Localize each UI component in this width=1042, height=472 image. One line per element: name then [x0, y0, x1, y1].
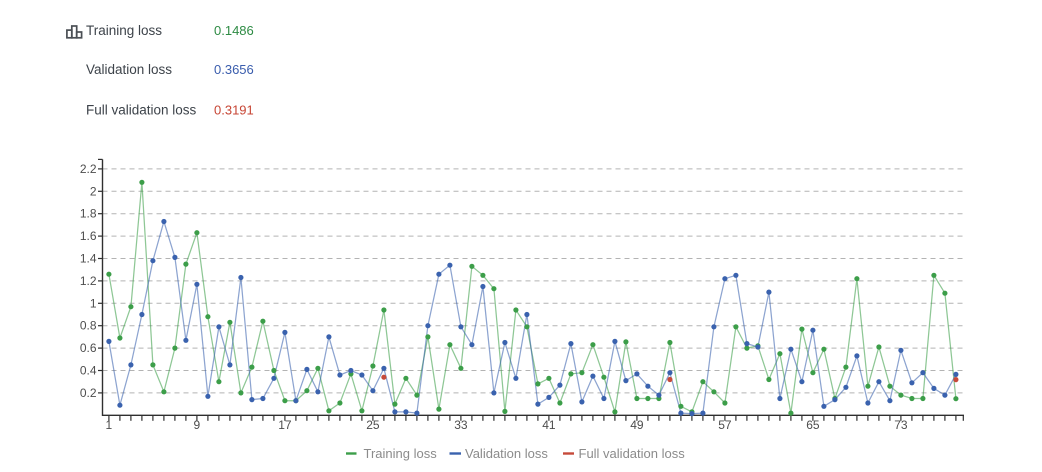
svg-text:73: 73 — [894, 418, 908, 432]
svg-text:65: 65 — [806, 418, 820, 432]
svg-text:25: 25 — [366, 418, 380, 432]
svg-text:57: 57 — [718, 418, 732, 432]
svg-text:41: 41 — [542, 418, 556, 432]
svg-text:0.2: 0.2 — [80, 386, 97, 400]
svg-text:49: 49 — [630, 418, 644, 432]
svg-text:1.2: 1.2 — [80, 274, 97, 288]
svg-text:0.8: 0.8 — [80, 319, 97, 333]
svg-text:0.4: 0.4 — [80, 364, 97, 378]
svg-text:Validation loss: Validation loss — [465, 446, 548, 461]
svg-text:Validation loss: Validation loss — [86, 62, 172, 77]
svg-text:1.6: 1.6 — [80, 229, 97, 243]
svg-text:Full validation loss: Full validation loss — [579, 446, 686, 461]
svg-text:1.4: 1.4 — [80, 252, 97, 266]
svg-text:33: 33 — [454, 418, 468, 432]
svg-text:2.2: 2.2 — [80, 162, 97, 176]
svg-text:1: 1 — [106, 418, 113, 432]
svg-text:17: 17 — [278, 418, 292, 432]
svg-text:1.8: 1.8 — [80, 207, 97, 221]
svg-text:2: 2 — [90, 184, 97, 198]
svg-text:1: 1 — [90, 296, 97, 310]
svg-text:Training loss: Training loss — [364, 446, 438, 461]
svg-text:0.1486: 0.1486 — [214, 23, 254, 38]
svg-text:0.3191: 0.3191 — [214, 103, 254, 118]
svg-text:9: 9 — [194, 418, 201, 432]
svg-text:0.6: 0.6 — [80, 341, 97, 355]
svg-text:Training loss: Training loss — [86, 23, 162, 38]
svg-text:Full validation loss: Full validation loss — [86, 103, 197, 118]
svg-text:0.3656: 0.3656 — [214, 62, 254, 77]
